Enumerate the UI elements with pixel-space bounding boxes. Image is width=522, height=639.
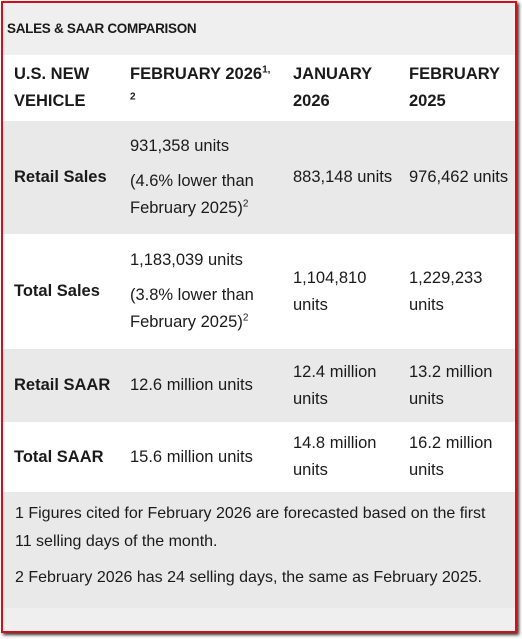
cell: 14.8 million units [293,434,377,479]
cell: 1,229,233 units [409,268,483,314]
cell: 931,358 units (4.6% lower than February 2… [119,121,282,234]
footnote-ref: 1, 2 [130,64,271,103]
table-row: Total SAAR 15.6 million units 14.8 milli… [3,422,515,492]
cell: 883,148 units [293,168,393,186]
header-text: JANUARY 2026 [293,65,372,110]
footnote-ref: 2 [242,312,249,324]
cell: 1,104,810 units [293,268,367,314]
note-text: (4.6% lower than February 2025) [130,172,254,217]
cell: 976,462 units [409,168,509,186]
cell-value: 1,183,039 units [130,251,243,269]
footnote: 2 February 2026 has 24 selling days, the… [15,569,482,586]
cell-note: (4.6% lower than February 2025)2 [130,168,278,222]
cell: 13.2 million units [409,362,493,408]
row-label: Retail Sales [14,168,107,186]
header-cell: JANUARY 2026 [282,55,398,121]
card-title: SALES & SAAR COMPARISON [3,3,515,55]
header-text: U.S. NEW VEHICLE [14,65,90,110]
cell-note: (3.8% lower than February 2025)2 [130,282,278,336]
cell: 12.6 million units [130,376,253,394]
footnote-ref: 2 [242,198,249,210]
footnote: 1 Figures cited for February 2026 are fo… [15,505,486,550]
comparison-card: SALES & SAAR COMPARISON U.S. NEW VEHICLE… [1,1,517,633]
row-label: Retail SAAR [14,376,111,394]
cell: 16.2 million units [409,434,493,479]
cell: 1,183,039 units (3.8% lower than February… [119,234,282,349]
header-text: FEBRUARY 2026 [130,65,263,83]
header-cell: U.S. NEW VEHICLE [3,55,119,121]
header-text: FEBRUARY 2025 [409,65,500,110]
cell: 15.6 million units [130,447,253,466]
table-row: Total Sales 1,183,039 units (3.8% lower t… [3,234,515,349]
row-label: Total SAAR [14,447,104,466]
table-row: Retail Sales 931,358 units (4.6% lower th… [3,121,515,234]
header-cell: FEBRUARY 20261, 2 [119,55,282,121]
footnotes: 1 Figures cited for February 2026 are fo… [3,492,515,608]
cell-value: 931,358 units [130,137,230,155]
header-cell: FEBRUARY 2025 [398,55,515,121]
table-row: Retail SAAR 12.6 million units 12.4 mill… [3,349,515,422]
note-text: (3.8% lower than February 2025) [130,286,254,331]
header-row: U.S. NEW VEHICLE FEBRUARY 20261, 2 JANUA… [3,55,515,121]
comparison-table: U.S. NEW VEHICLE FEBRUARY 20261, 2 JANUA… [3,55,515,492]
row-label: Total Sales [14,282,100,300]
cell: 12.4 million units [293,362,377,408]
